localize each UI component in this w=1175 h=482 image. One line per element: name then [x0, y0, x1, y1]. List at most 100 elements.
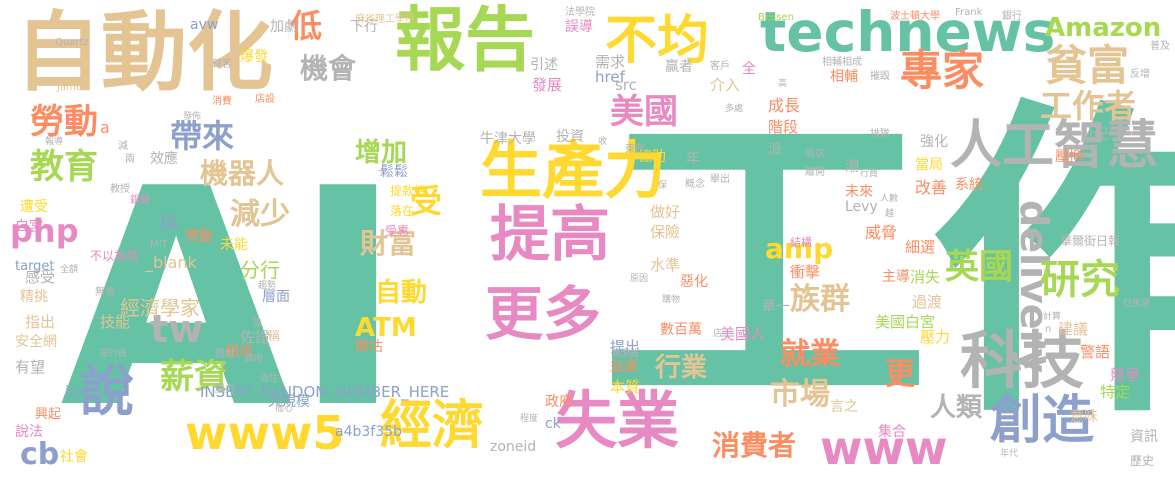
word-jiqiren: 機器人 — [200, 157, 285, 190]
word-keji: 科技 — [960, 324, 1085, 397]
word-jingyu: 警語 — [1080, 343, 1111, 361]
word-caifu: 財富 — [360, 227, 417, 260]
word-yingguo: 英國 — [945, 247, 1013, 287]
word-technews: technews — [760, 0, 1056, 64]
word-weineng: 未能 — [220, 237, 248, 253]
word-wenshi: 問世 — [215, 349, 235, 360]
word-jineng: 技能 — [100, 313, 131, 331]
word-teding: 特定 — [1100, 383, 1131, 401]
word-hangyuan: 行員 — [860, 169, 879, 179]
word-chengdu: 程度 — [520, 414, 539, 424]
word-shuo: 說 — [80, 360, 134, 423]
word-juchu: 舉出 — [710, 174, 730, 185]
word-xiangfuxiangcheng: 相輔相成 — [822, 57, 862, 68]
word-bao: 保 — [658, 181, 668, 191]
word-boston-univ: 波士頓大學 — [890, 11, 940, 22]
word-jihui: 機會 — [300, 52, 357, 85]
word-xiaoshi: 消失 — [910, 268, 941, 286]
word-zengjia: 增加 — [355, 138, 408, 168]
word-avw: avw — [190, 17, 219, 33]
word-n: n — [1045, 324, 1052, 335]
word-chongji: 衝擊 — [790, 263, 821, 281]
word-xixuan: 細選 — [905, 238, 936, 256]
word-wsj: 華爾街日報 — [1060, 234, 1121, 248]
word-shehui: 社會 — [60, 449, 88, 465]
word-tigao: 提高 — [490, 200, 610, 270]
word-nian: 年 — [686, 151, 700, 167]
word-jingji: 經濟 — [380, 396, 485, 456]
word-gouwu: 購物 — [662, 295, 681, 305]
word-pinfu: 貧富 — [1045, 41, 1130, 90]
word-yinyuan: 銀員 — [130, 195, 150, 206]
word-php: php — [10, 212, 79, 250]
word-yiwei: 意味 — [1070, 409, 1098, 425]
word-xiaofeizhe: 消費者 — [712, 429, 797, 462]
word-zuohao: 做好 — [650, 203, 681, 221]
word-zoneid: zoneid — [490, 439, 537, 455]
word-mit: MIT — [150, 239, 168, 250]
word-href: href — [595, 68, 625, 86]
word-jianyi: 建議 — [1058, 320, 1089, 338]
word-paidui: 排隊 — [870, 129, 890, 140]
word-mit-chinese: 麻省理工學院 — [355, 14, 415, 25]
word-dianshe: 店設 — [255, 94, 275, 105]
word-fenpei: 分配 — [1080, 127, 1108, 143]
word-shuofa: 說法 — [15, 424, 43, 440]
word-quane: 全額 — [60, 265, 79, 275]
word-xiaofei: 消費 — [212, 96, 232, 107]
word-levy: Levy — [845, 199, 878, 215]
word-jianshao: 減少 — [230, 197, 290, 232]
word-shuizhun: 水準 — [650, 256, 681, 274]
word-renshu: 人數 — [880, 194, 899, 204]
word-zidonghua: 自動化 — [15, 3, 273, 103]
word-di: 低 — [290, 7, 323, 45]
word-buyiweiran: 不以為然 — [90, 249, 139, 263]
word-ck: ck — [545, 416, 561, 432]
word-yichu: 益處 — [610, 359, 638, 375]
word-gaishan: 改善 — [915, 178, 948, 197]
word-yinshu: 引述 — [530, 57, 558, 73]
word-touzi: 投資 — [556, 129, 584, 145]
word-songsong: 鬆鬆 — [380, 164, 408, 180]
word-chao: 潮 — [845, 159, 859, 175]
word-guodu: 過渡 — [912, 293, 943, 311]
word-chengzhang: 成長 — [768, 96, 801, 115]
word-gengduo: 更多 — [485, 280, 602, 348]
word-amazon: Amazon — [1045, 13, 1162, 43]
word-cheng: 稱 — [268, 329, 281, 343]
word-hangye: 行業 — [655, 353, 708, 383]
word-shubaiwan: 數百萬 — [660, 322, 702, 338]
word-jisuan: 計算 — [1043, 312, 1062, 322]
word-luozai: 落在 — [390, 204, 415, 218]
word-shiye: 失業 — [555, 384, 680, 457]
word-yayi: 壓抑 — [1055, 149, 1083, 165]
word-src: src — [615, 76, 637, 94]
word-xiezhu: 協助 — [638, 149, 666, 165]
word-guowang: 過往 — [260, 374, 279, 384]
word-zuqun: 族群 — [790, 282, 850, 317]
word-gao: 高 — [778, 79, 788, 89]
word-zhudao: 主導 — [882, 269, 910, 285]
word-jingtiao: 精挑 — [20, 289, 48, 305]
word-yi: 一 — [378, 167, 388, 177]
word-zhengfu: 政府 — [545, 394, 573, 410]
word-dangju: 當局 — [915, 157, 943, 173]
word-jiaoyu: 教育 — [30, 147, 98, 187]
word-puji: 普及 — [1150, 41, 1170, 52]
word-niandai: 年代 — [1000, 449, 1019, 459]
word-james: James — [57, 82, 88, 93]
word-guke: 顧客 — [212, 59, 232, 70]
word-yinhangyuan: 銀行員 — [100, 349, 128, 359]
word-baodao: 報導 — [45, 137, 64, 147]
word-img: img — [65, 384, 92, 400]
word-dongxi: 東西 — [625, 144, 645, 155]
word-danxin: 擔心 — [275, 404, 294, 414]
word-insert-random: INSERT_RANDOM_NUMBER_HERE — [200, 383, 450, 401]
word-zhichu: 指出 — [25, 313, 56, 331]
word-tw: tw — [150, 307, 204, 351]
word-shichang: 市場 — [770, 377, 830, 412]
word-xiaoying: 效應 — [150, 151, 178, 167]
word-xu: 需 — [253, 319, 263, 329]
word-blank: _blank — [145, 253, 197, 272]
